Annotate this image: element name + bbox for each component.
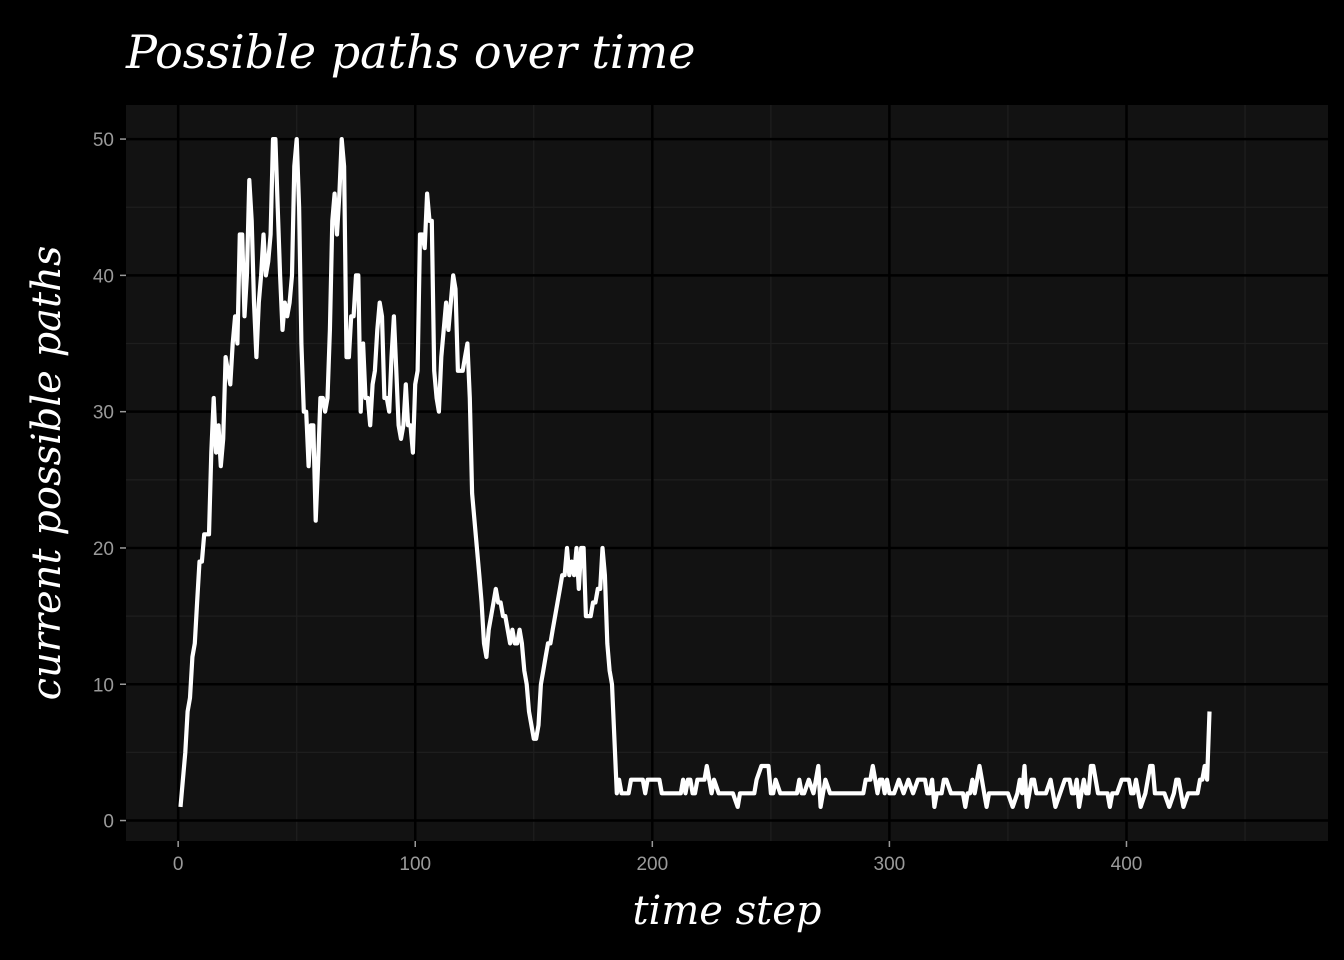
major-gridlines [126,105,1328,841]
x-tick-label: 400 [1111,854,1143,875]
x-tick-label: 100 [399,854,431,875]
series-layer [178,137,1212,810]
y-axis-title: current possible paths [24,246,70,701]
y-tick-label: 30 [93,403,114,424]
x-tick-label: 0 [173,854,184,875]
y-tick-label: 40 [93,266,114,287]
x-tick-label: 300 [874,854,906,875]
series-line [178,137,1212,810]
x-tick-label: 200 [636,854,668,875]
chart-title: Possible paths over time [125,25,695,79]
x-axis: 0 100 200 300 400 [173,841,1142,875]
y-tick-label: 0 [103,812,114,833]
y-tick-label: 10 [93,675,114,696]
y-tick-label: 20 [93,539,114,560]
x-axis-title: time step [632,888,821,934]
y-axis: 0 10 20 30 40 50 [93,130,126,833]
y-tick-label: 50 [93,130,114,151]
plot-panel [126,105,1328,841]
